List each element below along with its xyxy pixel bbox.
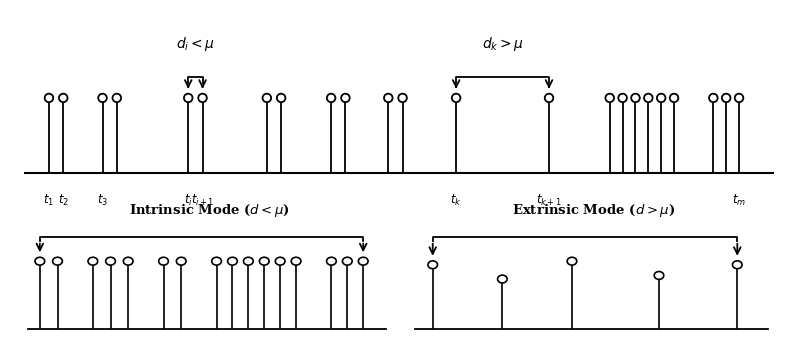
Text: $t_2$: $t_2$ <box>57 193 69 208</box>
Text: Extrinsic Mode ($d >  \mu$): Extrinsic Mode ($d > \mu$) <box>512 202 675 219</box>
Text: $d_i < \mu$: $d_i < \mu$ <box>176 35 215 53</box>
Text: $t_1$: $t_1$ <box>43 193 54 208</box>
Text: $d_k > \mu$: $d_k > \mu$ <box>481 35 523 53</box>
Text: $t_{k+1}$: $t_{k+1}$ <box>536 193 562 208</box>
Text: $t_i$: $t_i$ <box>184 193 192 208</box>
Text: Intrinsic Mode ($d <  \mu$): Intrinsic Mode ($d < \mu$) <box>129 202 290 219</box>
Text: $t_k$: $t_k$ <box>450 193 462 208</box>
Text: $t_{i+1}$: $t_{i+1}$ <box>191 193 215 208</box>
Text: $t_3$: $t_3$ <box>97 193 108 208</box>
Text: $t_m$: $t_m$ <box>732 193 746 208</box>
